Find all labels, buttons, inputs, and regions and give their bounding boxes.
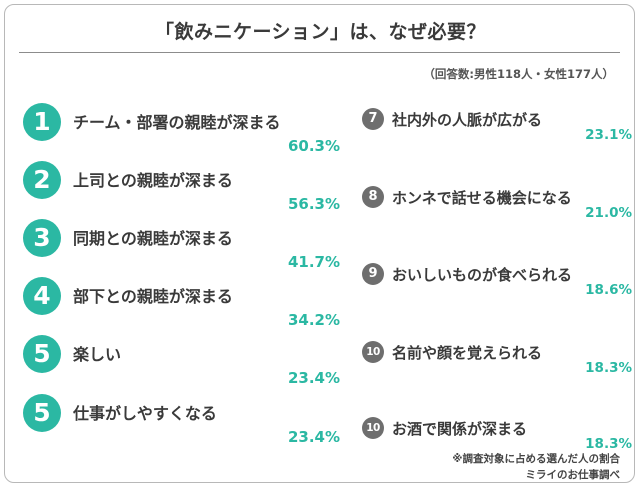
item-label: 楽しい xyxy=(73,345,122,364)
ranking-item: 10 名前や顔を覚えられる 18.3% xyxy=(362,341,632,381)
item-percentage: 34.2% xyxy=(287,311,340,329)
rank-badge: 5 xyxy=(23,335,61,373)
item-percentage: 23.4% xyxy=(287,369,340,387)
ranking-item: 1 チーム・部署の親睦が深まる 60.3% xyxy=(11,103,340,159)
rank-badge: 3 xyxy=(23,219,61,257)
item-percentage: 23.4% xyxy=(287,428,340,446)
item-label: お酒で関係が深まる xyxy=(392,420,528,438)
rank-badge: 8 xyxy=(362,186,384,208)
ranking-item: 5 楽しい 23.4% xyxy=(11,335,340,391)
rank-badge: 9 xyxy=(362,263,384,285)
rank-badge: 10 xyxy=(362,341,384,363)
item-percentage: 18.3% xyxy=(585,360,632,376)
item-label: チーム・部署の親睦が深まる xyxy=(73,113,281,132)
item-label: 同期との親睦が深まる xyxy=(73,229,233,248)
ranking-item: 2 上司との親睦が深まる 56.3% xyxy=(11,161,340,217)
item-label: 名前や顔を覚えられる xyxy=(392,344,543,362)
item-percentage: 41.7% xyxy=(287,253,340,271)
title-divider xyxy=(19,52,620,53)
ranking-item: 9 おいしいものが食べられる 18.6% xyxy=(362,263,632,303)
footnote-source: ミライのお仕事調べ xyxy=(525,469,621,481)
ranking-item: 7 社内外の人脈が広がる 23.1% xyxy=(362,108,632,148)
item-label: 部下との親睦が深まる xyxy=(73,287,233,306)
respondent-note: （回答数:男性118人・女性177人） xyxy=(423,67,614,81)
ranking-item: 5 仕事がしやすくなる 23.4% xyxy=(11,394,340,450)
item-percentage: 18.6% xyxy=(585,282,632,298)
ranking-item: 3 同期との親睦が深まる 41.7% xyxy=(11,219,340,275)
chart-title: 「飲みニケーション」は、なぜ必要？ xyxy=(154,21,487,43)
item-percentage: 60.3% xyxy=(287,137,340,155)
ranking-item: 4 部下との親睦が深まる 34.2% xyxy=(11,277,340,333)
item-label: 仕事がしやすくなる xyxy=(73,404,217,423)
rank-badge: 7 xyxy=(362,108,384,130)
rank-badge: 5 xyxy=(23,394,61,432)
item-percentage: 56.3% xyxy=(287,195,340,213)
rank-badge: 4 xyxy=(23,277,61,315)
rank-badge: 10 xyxy=(362,417,384,439)
item-percentage: 23.1% xyxy=(585,127,632,143)
footnote: ※調査対象に占める選んだ人の割合 ミライのお仕事調べ xyxy=(452,451,620,483)
ranking-item: 10 お酒で関係が深まる 18.3% xyxy=(362,417,632,457)
rank-badge: 1 xyxy=(23,103,61,141)
item-label: 社内外の人脈が広がる xyxy=(392,111,543,129)
item-label: おいしいものが食べられる xyxy=(392,266,573,284)
item-label: ホンネで話せる機会になる xyxy=(392,189,572,207)
ranking-item: 8 ホンネで話せる機会になる 21.0% xyxy=(362,186,632,226)
item-percentage: 18.3% xyxy=(585,436,632,452)
rank-badge: 2 xyxy=(23,161,61,199)
item-label: 上司との親睦が深まる xyxy=(73,171,233,190)
footnote-method: ※調査対象に占める選んだ人の割合 xyxy=(452,453,620,465)
item-percentage: 21.0% xyxy=(585,205,632,221)
